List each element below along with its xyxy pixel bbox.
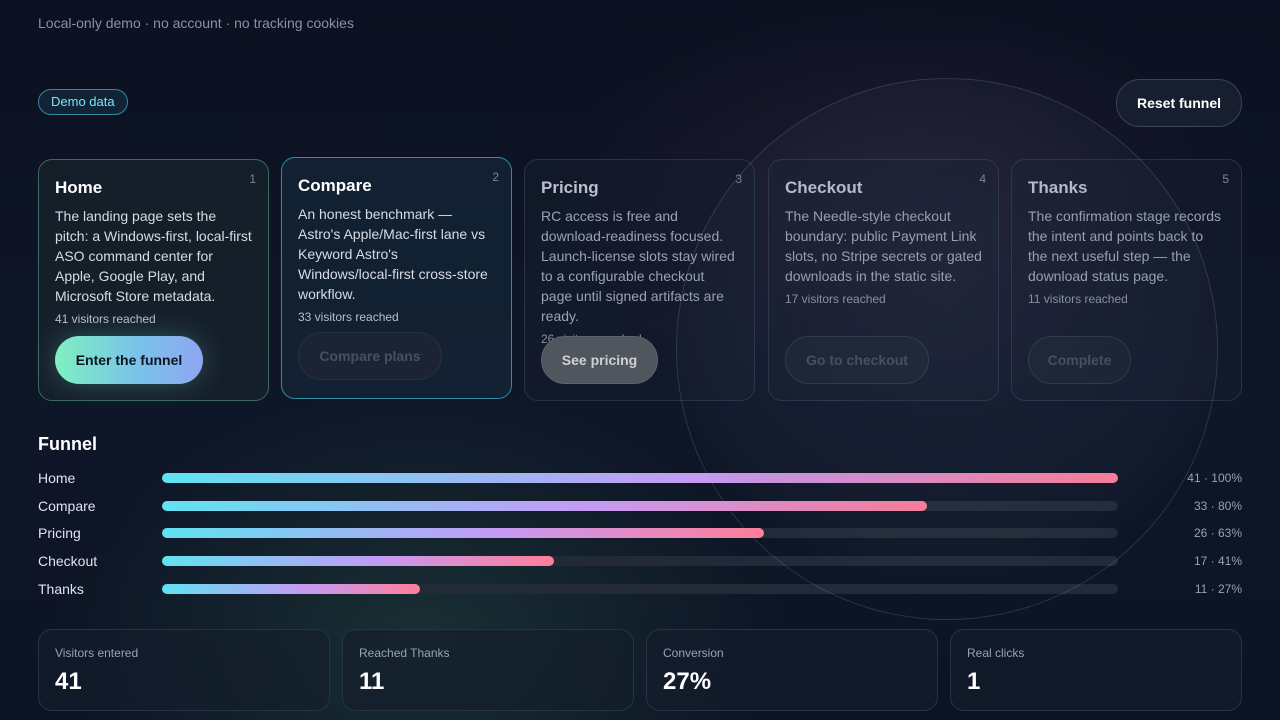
funnel-row-value: 26 · 63% (1193, 526, 1242, 540)
privacy-notice: Local-only demo · no account · no tracki… (38, 15, 354, 31)
reset-funnel-button[interactable]: Reset funnel (1116, 79, 1242, 127)
funnel-row-label: Compare (38, 498, 96, 514)
complete-button[interactable]: Complete (1028, 336, 1131, 384)
demo-data-badge: Demo data (38, 89, 128, 115)
stage-title: Pricing (541, 178, 599, 197)
funnel-bar-fill (162, 556, 554, 566)
stage-visitors-reached: 11 visitors reached (1028, 292, 1128, 306)
funnel-row-value: 33 · 80% (1193, 499, 1242, 513)
go-to-checkout-button[interactable]: Go to checkout (785, 336, 929, 384)
funnel-row-compare: Compare 33 · 80% (38, 495, 1242, 519)
funnel-row-value: 11 · 27% (1194, 582, 1242, 596)
stage-card-thanks: 5 Thanks The confirmation stage records … (1011, 159, 1242, 401)
stage-card-pricing: 3 Pricing RC access is free and download… (524, 159, 755, 401)
stat-reached-thanks: Reached Thanks 11 (342, 629, 634, 711)
funnel-bar-track (162, 556, 1118, 566)
stage-visitors-reached: 17 visitors reached (785, 292, 886, 306)
funnel-row-thanks: Thanks 11 · 27% (38, 578, 1242, 602)
funnel-bar-track (162, 584, 1118, 594)
funnel-row-label: Thanks (38, 581, 84, 597)
stage-description: The confirmation stage records the inten… (1028, 208, 1221, 284)
stat-visitors-entered: Visitors entered 41 (38, 629, 330, 711)
stage-number: 4 (979, 172, 986, 186)
see-pricing-button[interactable]: See pricing (541, 336, 658, 384)
compare-plans-button[interactable]: Compare plans (298, 332, 442, 380)
funnel-row-home: Home 41 · 100% (38, 467, 1242, 491)
stat-conversion: Conversion 27% (646, 629, 938, 711)
stage-title: Checkout (785, 178, 863, 197)
stage-number: 2 (492, 170, 499, 184)
stat-label: Conversion (663, 646, 724, 660)
funnel-row-label: Checkout (38, 553, 98, 569)
funnel-bar-fill (162, 501, 927, 511)
stat-value: 41 (55, 668, 82, 695)
funnel-row-value: 17 · 41% (1193, 554, 1242, 568)
funnel-row-label: Pricing (38, 525, 81, 541)
stage-card-home: 1 Home The landing page sets the pitch: … (38, 159, 269, 401)
stat-label: Real clicks (967, 646, 1025, 660)
funnel-bar-track (162, 501, 1118, 511)
stat-value: 1 (967, 668, 981, 695)
stat-value: 27% (663, 668, 712, 695)
funnel-row-label: Home (38, 470, 76, 486)
funnel-row-pricing: Pricing 26 · 63% (38, 522, 1242, 546)
stage-card-checkout: 4 Checkout The Needle-style checkout bou… (768, 159, 999, 401)
stage-title: Home (55, 178, 103, 197)
stage-description: The landing page sets the pitch: a Windo… (55, 208, 252, 304)
stage-number: 1 (249, 172, 256, 186)
funnel-row-value: 41 · 100% (1187, 471, 1242, 485)
funnel-bar-fill (162, 584, 421, 594)
funnel-bar-track (162, 528, 1118, 538)
stage-title: Compare (298, 176, 372, 195)
stat-label: Visitors entered (55, 646, 139, 660)
stage-visitors-reached: 41 visitors reached (55, 312, 156, 326)
funnel-title: Funnel (38, 434, 97, 454)
funnel-bar-track (162, 473, 1118, 483)
stage-description: The Needle-style checkout boundary: publ… (785, 208, 982, 284)
funnel-bar-fill (162, 528, 765, 538)
stage-title: Thanks (1028, 178, 1088, 197)
stat-label: Reached Thanks (359, 646, 450, 660)
stat-value: 11 (359, 668, 385, 695)
stage-description: An honest benchmark — Astro's Apple/Mac-… (298, 206, 488, 302)
stage-number: 3 (735, 172, 742, 186)
stage-description: RC access is free and download-readiness… (541, 208, 735, 324)
funnel-bar-fill (162, 473, 1118, 483)
enter-funnel-button[interactable]: Enter the funnel (55, 336, 203, 384)
stage-visitors-reached: 33 visitors reached (298, 310, 399, 324)
stage-number: 5 (1222, 172, 1229, 186)
stat-real-clicks: Real clicks 1 (950, 629, 1242, 711)
funnel-row-checkout: Checkout 17 · 41% (38, 550, 1242, 574)
stage-card-compare: 2 Compare An honest benchmark — Astro's … (281, 157, 512, 399)
